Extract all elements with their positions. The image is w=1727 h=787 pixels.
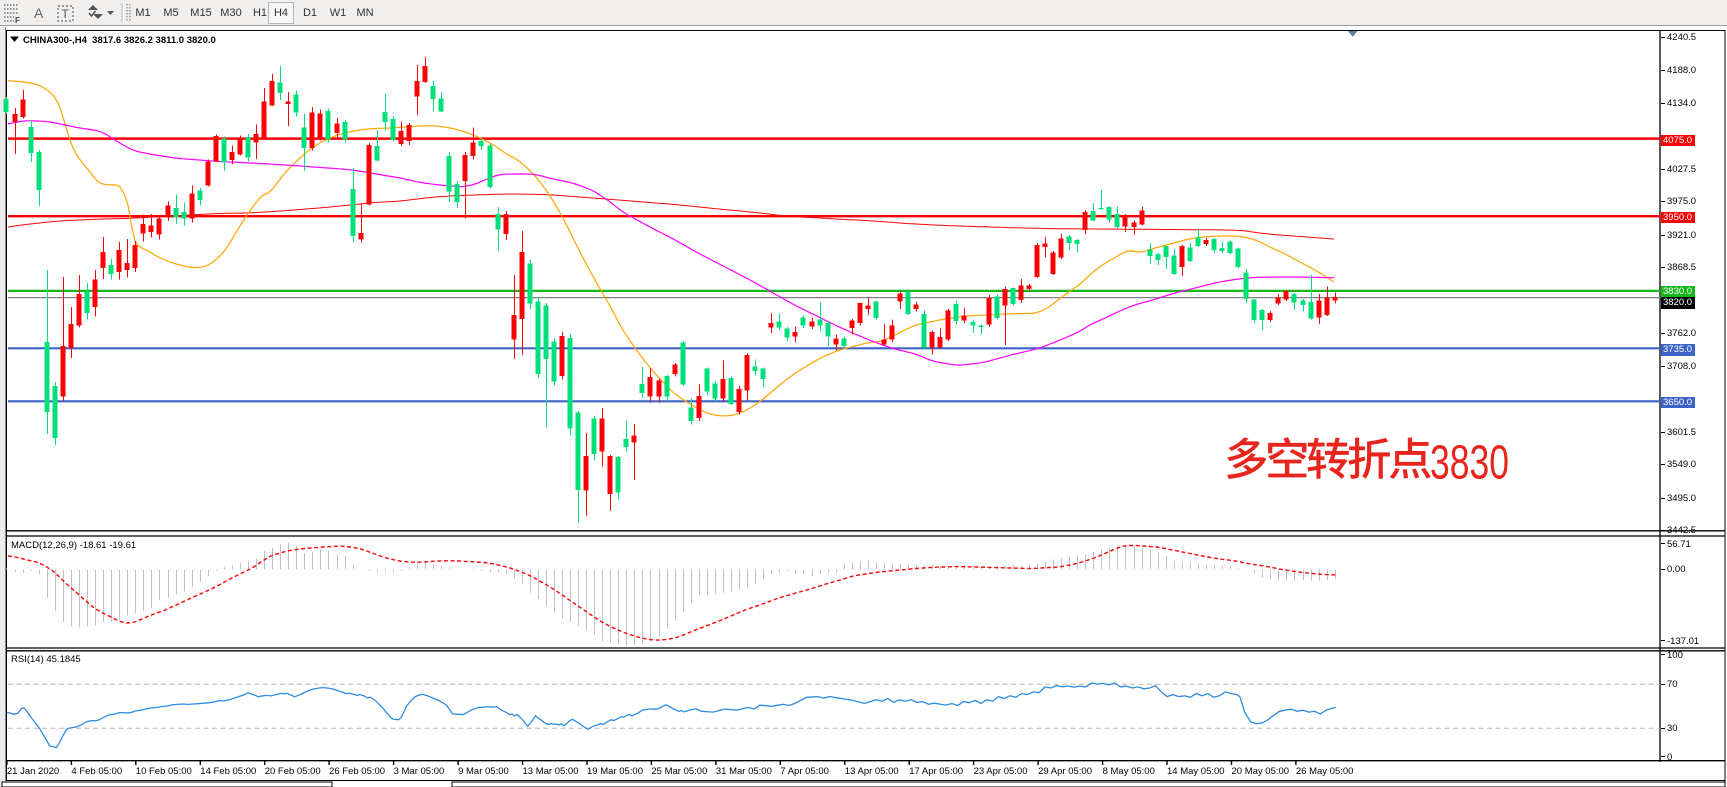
svg-text:T: T [62,7,70,21]
svg-text:F: F [15,16,20,25]
svg-text:3830: 3830 [1430,437,1509,490]
svg-text:A: A [34,5,44,21]
